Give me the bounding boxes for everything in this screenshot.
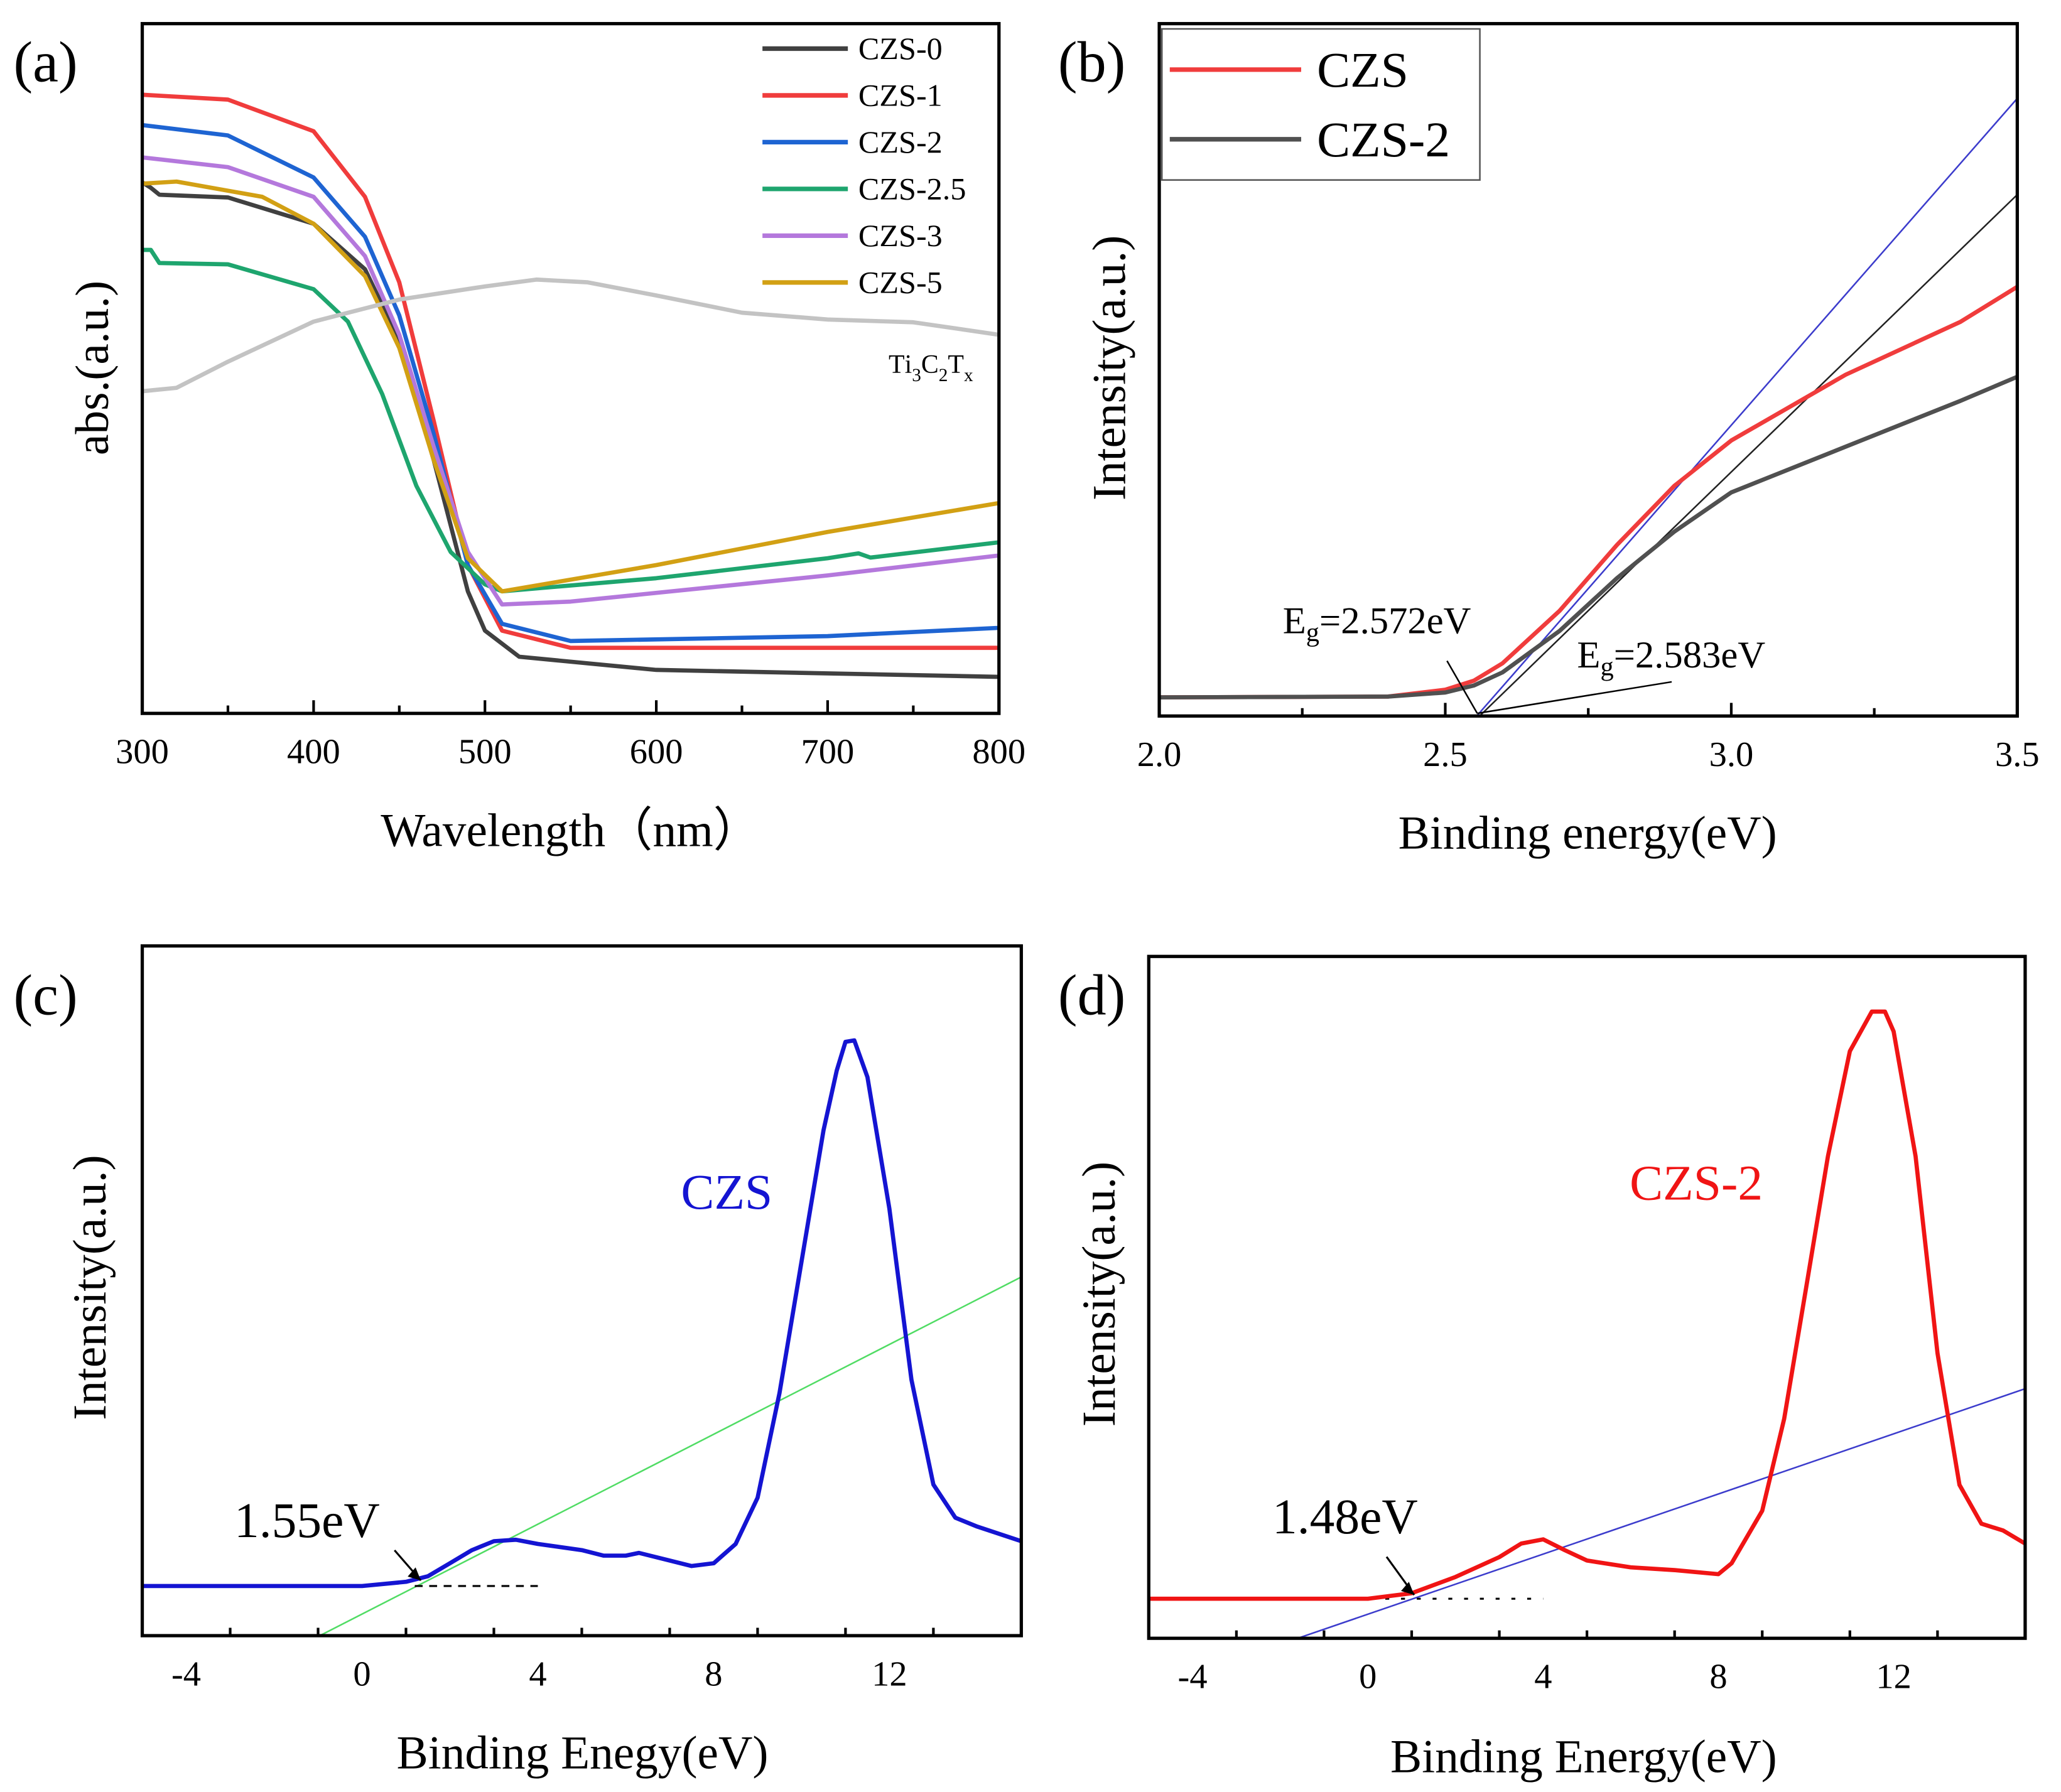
legend-item: CZS-1 (762, 78, 943, 113)
series-line-czs-2 (1149, 1009, 2026, 1601)
series-line-czs-2 (142, 122, 999, 644)
panel-a: (a) 300 400 500 600 700 800 Wavelength（nm） abs.(… (14, 22, 1025, 856)
x-tick-label: 600 (630, 733, 683, 772)
x-tick-label: 2.0 (1137, 735, 1182, 774)
x-tick-label: 12 (872, 1655, 907, 1694)
x-axis-label: Binding Enegy(eV) (397, 1727, 769, 1779)
x-tick-label: 300 (116, 733, 169, 772)
x-tick-label: 8 (1709, 1658, 1727, 1697)
annotation-series-label: CZS-2 (1630, 1155, 1763, 1211)
x-axis-label: Binding energy(eV) (1398, 807, 1777, 860)
x-tick-label: 500 (458, 733, 512, 772)
series-line-czs (142, 1038, 1022, 1589)
legend-label: CZS-0 (858, 31, 943, 66)
legend-item: CZS-2.5 (762, 171, 966, 207)
x-tick-label: 4 (1534, 1658, 1552, 1697)
legend-label: CZS-1 (858, 78, 943, 113)
tangent-fit-line (1297, 1388, 2026, 1639)
x-tick-label: 12 (1876, 1658, 1911, 1697)
x-tick-label: 800 (972, 733, 1025, 772)
x-tick-label: 4 (529, 1655, 546, 1694)
annotation-eg-czs2: Eg=2.583eV (1577, 634, 1765, 682)
annotation-ti3c2tx: Ti3C2Tx (889, 350, 973, 386)
x-tick-label: 700 (801, 733, 855, 772)
x-tick-label: 2.5 (1423, 735, 1468, 774)
x-tick-label: 3.5 (1995, 735, 2040, 774)
series-line-czs (1159, 284, 2019, 699)
legend-label: CZS-2 (1317, 112, 1450, 168)
x-tick-label: 0 (1359, 1658, 1377, 1697)
series-line-czs-2-5 (142, 247, 1000, 594)
legend: CZS CZS-2 (1160, 28, 1481, 181)
legend-label: CZS-2.5 (858, 171, 966, 207)
legend-item: CZS-3 (762, 218, 943, 253)
x-tick-label: -4 (1178, 1658, 1208, 1697)
annotation-leader-line (1477, 681, 1672, 715)
arrow-head-icon (1401, 1582, 1414, 1595)
tangent-fit-line (1476, 97, 2018, 717)
panel-c: (c) -4 0 4 8 12 Binding Enegy(eV) Intensity(a.u… (14, 944, 1023, 1779)
annotation-leader-line (1446, 660, 1478, 714)
legend-item: CZS-5 (762, 265, 943, 300)
legend-label: CZS (1317, 43, 1409, 98)
y-axis-label: abs.(a.u.) (67, 281, 119, 455)
series-line-czs-2 (1159, 375, 2018, 699)
x-tick-label: 0 (353, 1655, 371, 1694)
plot-frame (1147, 954, 2027, 1640)
panel-b: (b) 2.0 2.5 3.0 3.5 Binding energy(eV) Intensi… (1058, 22, 2040, 860)
y-axis-label: Intensity(a.u.) (64, 1155, 116, 1420)
series-line-czs-5 (142, 179, 1000, 594)
panel-label: (d) (1058, 963, 1125, 1027)
panel-label: (b) (1058, 30, 1125, 94)
annotation-onset-value: 1.55eV (234, 1493, 380, 1548)
y-axis-label: Intensity(a.u.) (1073, 1162, 1125, 1427)
annotation-onset-value: 1.48eV (1272, 1489, 1418, 1545)
x-axis-label: Wavelength（nm） (381, 804, 760, 856)
tangent-fit-line (1479, 194, 2018, 717)
legend-item: CZS-0 (762, 31, 943, 66)
plot-frame (140, 944, 1023, 1638)
panel-d: (d) -4 0 4 8 12 Binding Energy(eV) Intensity(a.… (1058, 954, 2027, 1783)
x-tick-label: -4 (171, 1655, 201, 1694)
x-tick-label: 8 (705, 1655, 722, 1694)
series-line-czs-1 (142, 92, 999, 650)
legend-label: CZS-2 (858, 124, 943, 159)
arrow-head-icon (408, 1567, 421, 1581)
x-axis-label: Binding Energy(eV) (1390, 1731, 1777, 1783)
y-axis-label: Intensity(a.u.) (1084, 235, 1136, 500)
panel-label: (c) (14, 963, 78, 1027)
plot-frame (1157, 22, 2019, 718)
plot-frame (140, 22, 1001, 715)
annotation-eg-czs: Eg=2.572eV (1283, 600, 1471, 648)
series-line-ti3c2tx (142, 277, 1000, 394)
x-tick-label: 3.0 (1709, 735, 1754, 774)
legend-label: CZS-3 (858, 218, 943, 253)
tangent-fit-line (319, 1276, 1022, 1637)
series-line-czs-3 (142, 155, 1000, 607)
legend-box (1160, 28, 1481, 181)
x-tick-label: 400 (287, 733, 340, 772)
panel-label: (a) (14, 30, 78, 94)
annotation-series-label: CZS (681, 1165, 772, 1220)
legend-label: CZS-5 (858, 265, 943, 300)
legend-item: CZS-2 (762, 124, 943, 159)
